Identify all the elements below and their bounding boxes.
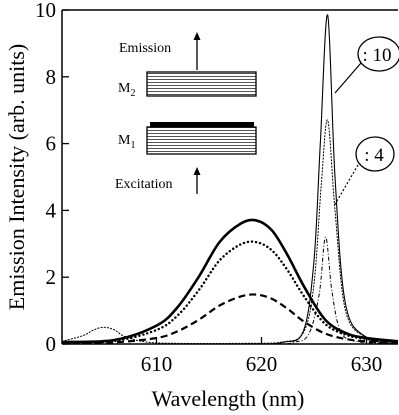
callout-x4-label: : 4 — [364, 145, 384, 166]
axis-ticks — [62, 9, 368, 345]
emission-arrowhead — [193, 32, 201, 40]
callout-x10-label: : 10 — [362, 45, 391, 66]
y-tick-label: 10 — [35, 0, 56, 22]
emission-label: Emission — [119, 41, 171, 56]
callout-x4: : 4 — [333, 136, 395, 207]
y-tick-label: 8 — [46, 65, 57, 89]
x-tick-label: 620 — [246, 352, 278, 376]
y-tick-label: 2 — [46, 265, 57, 289]
excitation-arrowhead — [193, 167, 201, 175]
excitation-label: Excitation — [115, 177, 173, 192]
callout-x4-bubble — [355, 136, 395, 172]
y-axis-title: Emission Intensity (arb. units) — [4, 44, 29, 310]
plot-frame — [61, 9, 398, 345]
series-line-6 — [62, 236, 398, 344]
callout-x10-leader — [334, 62, 362, 94]
inset-diagram: Emission M2 M1 Excitation — [115, 32, 257, 194]
m1-subscript: 1 — [130, 140, 135, 151]
m1-top-layer — [150, 122, 254, 127]
m1-letter: M — [118, 133, 131, 148]
m2-subscript: 2 — [130, 88, 135, 99]
series-layer — [62, 14, 398, 344]
y-tick-label: 0 — [46, 332, 57, 356]
series-line-5 — [62, 14, 398, 344]
callout-x10: : 10 — [334, 36, 399, 94]
m2-label: M2 — [118, 81, 135, 99]
x-tick-label: 610 — [141, 352, 173, 376]
series-line-4 — [62, 119, 398, 344]
m1-label: M1 — [118, 133, 135, 151]
callout-x10-bubble — [357, 36, 399, 72]
x-tick-label: 630 — [351, 352, 383, 376]
m2-block — [146, 71, 257, 97]
series-line-3 — [62, 293, 398, 344]
series-line-2 — [62, 240, 398, 344]
m1-block — [146, 126, 257, 155]
series-line-1 — [62, 218, 398, 344]
callout-x4-leader — [333, 164, 359, 207]
tick-labels: 610 620 630 0 2 4 6 8 10 — [35, 0, 382, 376]
m2-letter: M — [118, 81, 131, 96]
x-axis-title: Wavelength (nm) — [152, 386, 305, 411]
y-tick-label: 6 — [46, 132, 57, 156]
y-tick-label: 4 — [46, 198, 57, 222]
